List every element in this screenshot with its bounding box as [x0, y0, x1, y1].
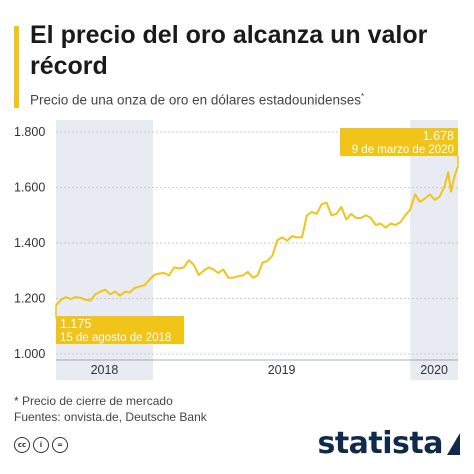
sources-line: Fuentes: onvista.de, Deutsche Bank: [14, 410, 207, 424]
chart-subtitle: Precio de una onza de oro en dólares est…: [30, 92, 470, 108]
license-icons: cc i =: [14, 437, 68, 453]
annotation-date-start: 15 de agosto de 2018: [60, 332, 171, 344]
by-icon[interactable]: i: [33, 437, 49, 453]
annotation-value-start: 1.175: [60, 317, 91, 331]
annotation-date-end: 9 de marzo de 2020: [352, 144, 454, 156]
brand-mark-icon: [447, 433, 460, 455]
y-tick-label: 1.200: [14, 292, 45, 306]
year-label-2020: 2020: [420, 363, 448, 377]
y-tick-label: 1.000: [14, 347, 45, 361]
y-tick-label: 1.400: [14, 236, 45, 250]
cc-icon[interactable]: cc: [14, 437, 30, 453]
year-label-2019: 2019: [268, 363, 296, 377]
footnote-market-close: * Precio de cierre de mercado: [14, 394, 173, 408]
brand-name: statista: [317, 426, 443, 461]
gold-price-chart: 2018 2019 2020 1.000 1.200 1.400 1.600 1.800 1.1…: [14, 120, 459, 380]
subtitle-text: Precio de una onza de oro en dólares est…: [30, 92, 361, 108]
annotation-value-end: 1.678: [423, 129, 454, 143]
title-accent-bar: [14, 26, 19, 108]
gold-price-line: [55, 165, 459, 307]
subtitle-footnote-mark: *: [361, 92, 365, 101]
statista-logo[interactable]: statista: [317, 426, 460, 461]
chart-title: El precio del oro alcanza un valor récor…: [30, 21, 428, 80]
annotation-box-end: [340, 128, 458, 156]
y-tick-label: 1.800: [14, 125, 45, 139]
nd-icon[interactable]: =: [52, 437, 68, 453]
footnote-block: * Precio de cierre de mercado Fuentes: o…: [14, 393, 207, 425]
year-band-2020: [410, 120, 458, 380]
y-tick-label: 1.600: [14, 181, 45, 195]
annotation-box-start: [56, 316, 184, 344]
year-label-2018: 2018: [91, 363, 119, 377]
